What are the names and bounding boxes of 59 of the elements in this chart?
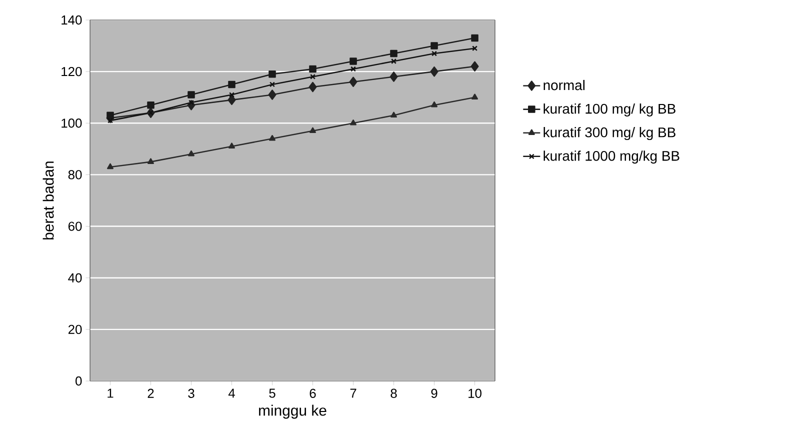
point [430,42,438,50]
point [310,127,316,134]
x-tick-label: 3 [188,388,194,398]
x-tick-label: 2 [148,388,154,398]
y-axis-title: berat badan [42,162,54,240]
point [148,158,154,164]
x-axis-title: minggu ke [259,404,326,419]
point [269,134,276,141]
x-tick-label: 8 [390,388,397,398]
point [107,163,114,170]
point [308,82,317,92]
point [472,94,478,100]
x-tick-label: 7 [350,388,356,398]
point [390,72,398,82]
point [268,90,276,100]
legend-label: normal [544,80,584,90]
point [432,50,438,56]
point [228,92,235,98]
point [147,101,154,109]
point [431,101,438,108]
point [390,112,397,118]
point [188,91,195,98]
point [106,112,114,120]
legend-label: kuratif 300 mg/ kg BB [544,127,676,140]
point [310,74,316,80]
y-tick-label: 60 [68,222,82,231]
point [268,70,276,78]
point [228,80,236,88]
point [390,50,398,58]
x-tick-label: 6 [310,388,316,398]
point [470,61,479,72]
x-tick-label: 5 [269,388,276,398]
point [309,65,316,73]
point [349,76,358,88]
y-tick-label: 100 [62,118,82,128]
y-tick-label: 40 [68,273,82,282]
point [471,34,478,42]
y-tick-label: 0 [76,376,82,386]
point [350,120,356,126]
x-tick-label: 9 [431,388,438,398]
point [188,150,194,156]
legend-label: kuratif 100 mg/ kg BB [544,103,676,116]
point [228,142,235,148]
x-tick-label: 4 [228,388,235,398]
legend-label: kuratif 1000 mg/kg BB [544,150,680,164]
y-tick-label: 120 [62,66,82,76]
point [188,100,194,106]
point [269,82,276,88]
point [430,66,438,77]
y-tick-label: 20 [68,324,82,334]
point [228,94,236,106]
point [350,66,356,72]
point [390,58,397,64]
y-tick-label: 140 [62,15,82,25]
y-tick-label: 80 [68,170,82,180]
x-tick-label: 10 [468,388,482,398]
x-tick-label: 1 [108,388,114,398]
point [148,110,154,116]
point [350,58,357,65]
